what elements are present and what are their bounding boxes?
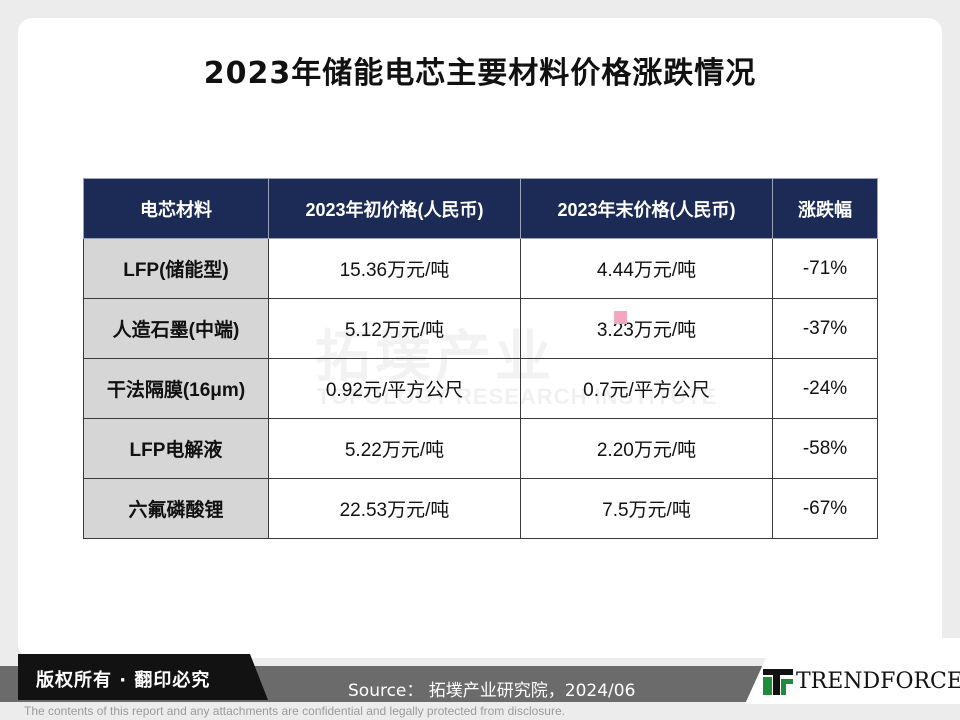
header-start-price: 2023年初价格(人民币) <box>268 178 521 239</box>
change-cell: -24% <box>772 358 878 419</box>
table-row: 人造石墨(中端) 5.12万元/吨 3.23万元/吨 -37% <box>83 298 878 359</box>
price-table: 电芯材料 2023年初价格(人民币) 2023年末价格(人民币) 涨跌幅 LFP… <box>83 178 878 539</box>
material-cell: LFP(储能型) <box>83 238 269 299</box>
source-text: Source： 拓墣产业研究院，2024/06 <box>348 681 636 701</box>
rights-banner <box>18 654 268 700</box>
table-row: LFP(储能型) 15.36万元/吨 4.44万元/吨 -71% <box>83 238 878 299</box>
header-end-price: 2023年末价格(人民币) <box>520 178 773 239</box>
end-price-cell: 7.5万元/吨 <box>520 478 773 539</box>
trendforce-logo-text: TRENDFORCE <box>796 669 960 694</box>
header-change: 涨跌幅 <box>772 178 878 239</box>
table-row: 六氟磷酸锂 22.53万元/吨 7.5万元/吨 -67% <box>83 478 878 539</box>
table-row: 干法隔膜(16μm) 0.92元/平方公尺 0.7元/平方公尺 -24% <box>83 358 878 419</box>
start-price-cell: 15.36万元/吨 <box>268 238 521 299</box>
change-cell: -37% <box>772 298 878 359</box>
table-header-row: 电芯材料 2023年初价格(人民币) 2023年末价格(人民币) 涨跌幅 <box>83 178 878 239</box>
header-material: 电芯材料 <box>83 178 269 239</box>
rights-text: 版权所有 · 翻印必究 <box>36 670 211 691</box>
end-price-cell: 4.44万元/吨 <box>520 238 773 299</box>
end-price-cell: 0.7元/平方公尺 <box>520 358 773 419</box>
end-price-cell: 2.20万元/吨 <box>520 418 773 479</box>
material-cell: 人造石墨(中端) <box>83 298 269 359</box>
end-price-cell: 3.23万元/吨 <box>520 298 773 359</box>
trendforce-logo-icon <box>763 669 793 695</box>
change-cell: -58% <box>772 418 878 479</box>
start-price-cell: 22.53万元/吨 <box>268 478 521 539</box>
material-cell: LFP电解液 <box>83 418 269 479</box>
start-price-cell: 5.12万元/吨 <box>268 298 521 359</box>
change-cell: -67% <box>772 478 878 539</box>
slide-title: 2023年储能电芯主要材料价格涨跌情况 <box>203 56 757 91</box>
change-cell: -71% <box>772 238 878 299</box>
start-price-cell: 0.92元/平方公尺 <box>268 358 521 419</box>
material-cell: 六氟磷酸锂 <box>83 478 269 539</box>
material-cell: 干法隔膜(16μm) <box>83 358 269 419</box>
start-price-cell: 5.22万元/吨 <box>268 418 521 479</box>
table-row: LFP电解液 5.22万元/吨 2.20万元/吨 -58% <box>83 418 878 479</box>
pink-marker <box>614 311 627 324</box>
disclaimer: The contents of this report and any atta… <box>24 704 565 718</box>
